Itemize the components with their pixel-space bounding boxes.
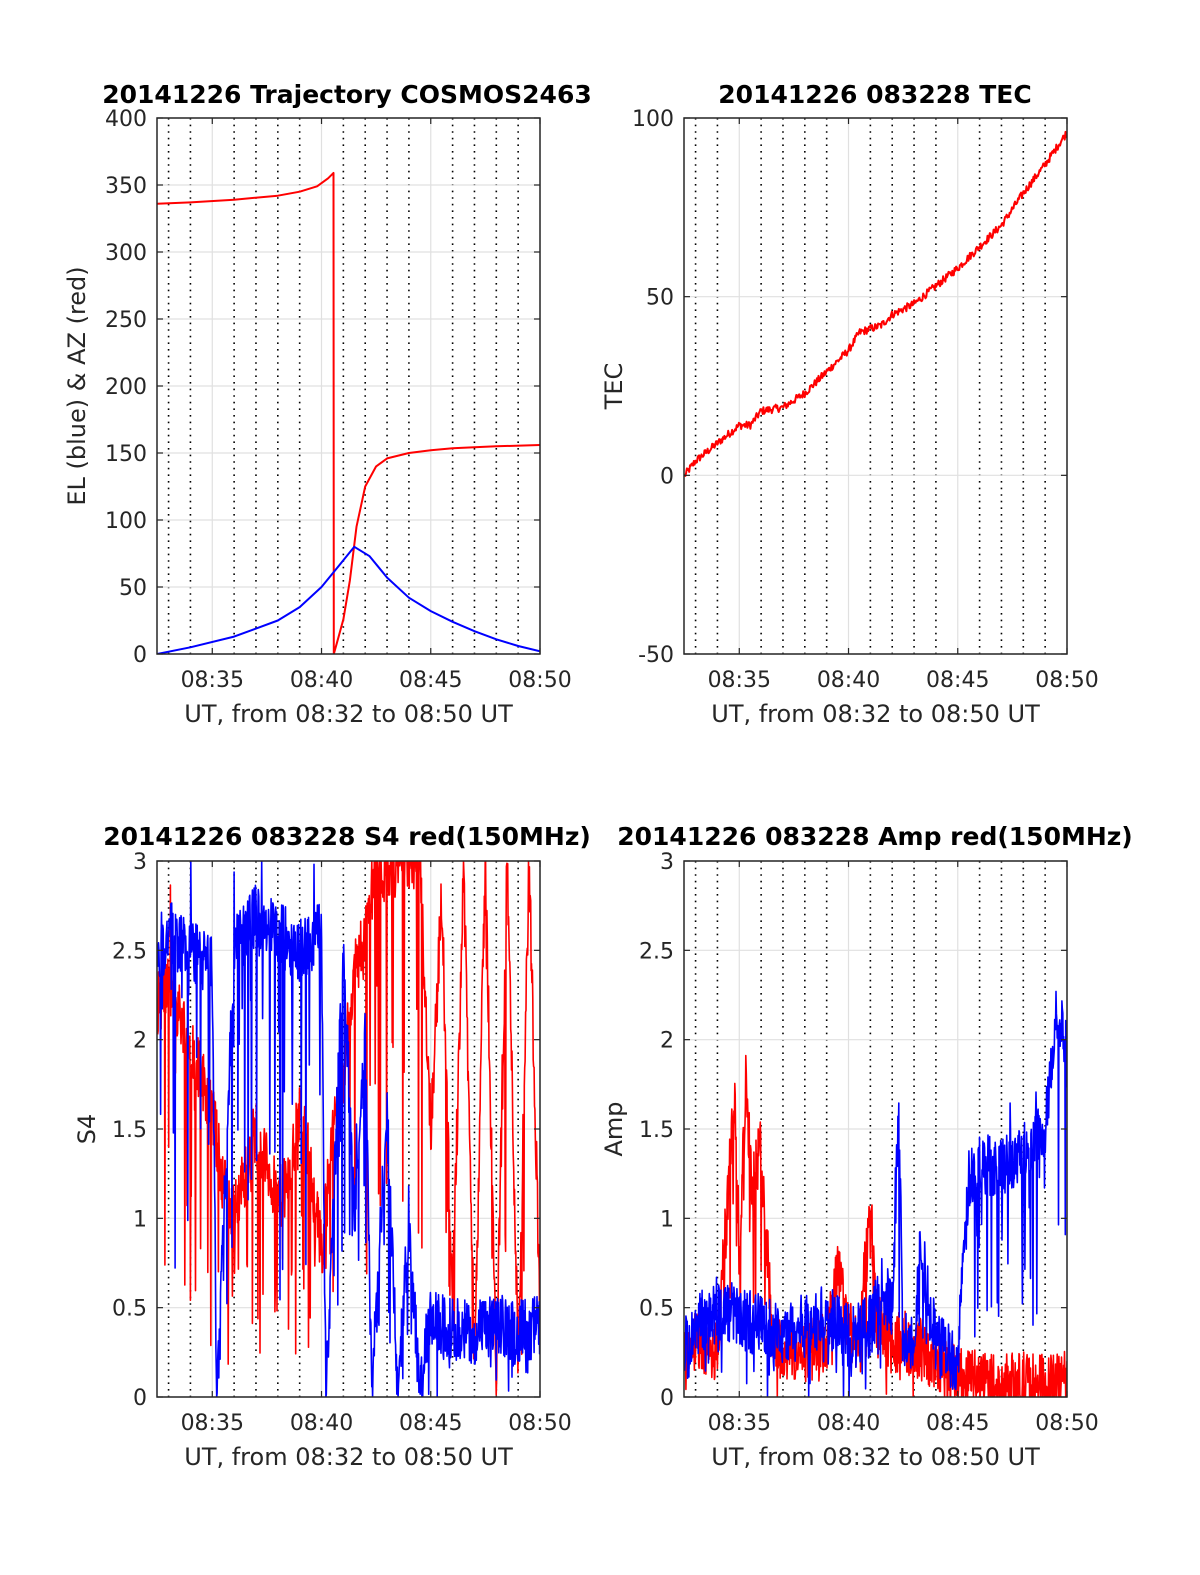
x-tick-label: 08:50 [1035, 1411, 1098, 1436]
y-tick-label: 200 [105, 375, 147, 400]
y-tick-label: 1.5 [639, 1118, 674, 1143]
x-axis-label: UT, from 08:32 to 08:50 UT [184, 1443, 513, 1471]
plot-area [157, 171, 540, 654]
axes-box [683, 117, 1068, 655]
y-tick-label: 2.5 [639, 939, 674, 964]
y-tick-label: 150 [105, 442, 147, 467]
y-tick-label: 0 [660, 464, 674, 489]
x-tick-label: 08:40 [817, 668, 880, 693]
y-tick-label: 2 [133, 1029, 147, 1054]
chart-trajectory: 08:35 08:40 08:45 08:50 0 50 100 150 200 250 300 35… [63, 80, 592, 728]
x-tick-label: 08:35 [181, 668, 244, 693]
x-tick-label: 08:35 [708, 668, 771, 693]
y-tick-label: 350 [105, 174, 147, 199]
x-axis-label: UT, from 08:32 to 08:50 UT [711, 700, 1040, 728]
y-axis-label: EL (blue) & AZ (red) [63, 266, 91, 505]
y-axis-label: TEC [600, 363, 628, 411]
y-tick-label: 0.5 [639, 1297, 674, 1322]
y-tick-label: 3 [660, 850, 674, 875]
x-axis-label: UT, from 08:32 to 08:50 UT [711, 1443, 1040, 1471]
y-tick-label: 0 [133, 1386, 147, 1411]
series-line-red [684, 1054, 1067, 1397]
series-line-el [157, 545, 540, 654]
series-line-tec [684, 130, 1067, 477]
series-line-az [157, 171, 540, 654]
x-tick-label: 08:45 [399, 1411, 462, 1436]
series-line-blue [684, 990, 1067, 1397]
y-tick-label: 400 [105, 107, 147, 132]
plot-area [157, 861, 540, 1397]
chart-s4: 08:35 08:40 08:45 08:50 0 0.5 1 1.5 2 2.5 32014122… [73, 822, 591, 1471]
x-axis-label: UT, from 08:32 to 08:50 UT [184, 700, 513, 728]
y-tick-label: 0.5 [112, 1297, 147, 1322]
y-tick-label: 1.5 [112, 1118, 147, 1143]
y-tick-label: 1 [660, 1207, 674, 1232]
chart-title: 20141226 083228 S4 red(150MHz) [103, 822, 591, 851]
y-tick-label: 100 [632, 107, 674, 132]
chart-title: 20141226 Trajectory COSMOS2463 [102, 80, 592, 109]
y-tick-label: 50 [119, 576, 147, 601]
x-tick-label: 08:50 [508, 1411, 571, 1436]
y-tick-label: 3 [133, 850, 147, 875]
x-tick-label: 08:35 [181, 1411, 244, 1436]
y-tick-label: 250 [105, 308, 147, 333]
x-tick-label: 08:45 [926, 1411, 989, 1436]
y-tick-label: 0 [660, 1386, 674, 1411]
series-line-blue [157, 861, 540, 1397]
x-tick-label: 08:40 [290, 668, 353, 693]
x-tick-label: 08:40 [817, 1411, 880, 1436]
y-tick-label: 100 [105, 509, 147, 534]
x-tick-label: 08:35 [708, 1411, 771, 1436]
y-tick-label: -50 [638, 643, 674, 668]
y-axis-label: S4 [73, 1114, 101, 1145]
y-tick-label: 0 [133, 643, 147, 668]
chart-title: 20141226 083228 TEC [718, 80, 1031, 109]
y-tick-label: 2.5 [112, 939, 147, 964]
y-tick-label: 300 [105, 241, 147, 266]
x-tick-label: 08:45 [399, 668, 462, 693]
y-tick-label: 1 [133, 1207, 147, 1232]
y-tick-label: 50 [646, 286, 674, 311]
x-tick-label: 08:40 [290, 1411, 353, 1436]
chart-title: 20141226 083228 Amp red(150MHz) [617, 822, 1133, 851]
chart-tec: 08:35 08:40 08:45 08:50 -50 0 50 100 20141226 08… [600, 80, 1099, 728]
x-tick-label: 08:50 [1035, 668, 1098, 693]
x-tick-label: 08:45 [926, 668, 989, 693]
plot-area [684, 130, 1067, 477]
y-tick-label: 2 [660, 1029, 674, 1054]
chart-amp: 08:35 08:40 08:45 08:50 0 0.5 1 1.5 2 2.5 32014122… [600, 822, 1133, 1471]
x-tick-label: 08:50 [508, 668, 571, 693]
series-line-red [157, 861, 540, 1396]
plot-area [684, 990, 1067, 1397]
y-axis-label: Amp [600, 1101, 628, 1156]
